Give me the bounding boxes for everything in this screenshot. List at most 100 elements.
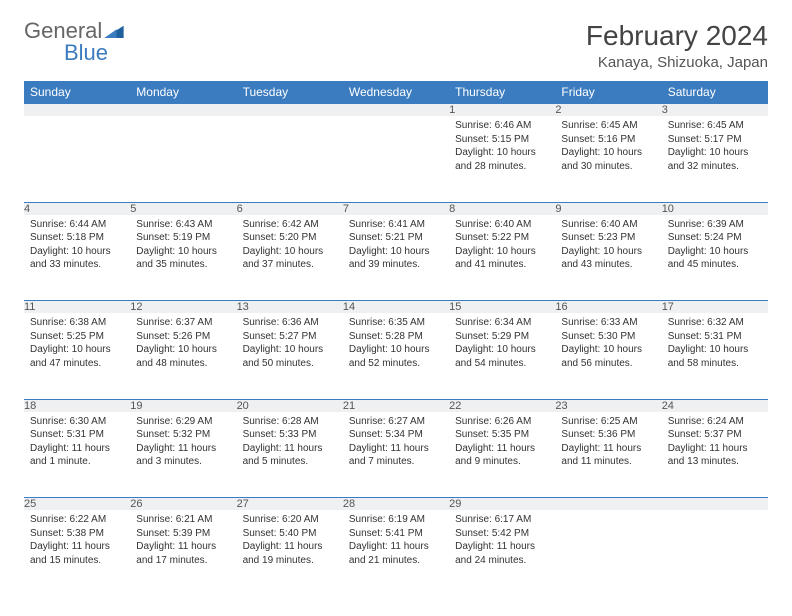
day-cell: Sunrise: 6:29 AMSunset: 5:32 PMDaylight:…	[130, 412, 236, 498]
daylight-line: Daylight: 10 hours and 54 minutes.	[455, 343, 549, 370]
day-number-cell	[237, 104, 343, 117]
sunrise-line: Sunrise: 6:39 AM	[668, 218, 762, 232]
day-content: Sunrise: 6:44 AMSunset: 5:18 PMDaylight:…	[24, 215, 130, 276]
day-cell: Sunrise: 6:40 AMSunset: 5:22 PMDaylight:…	[449, 215, 555, 301]
daylight-line: Daylight: 10 hours and 32 minutes.	[668, 146, 762, 173]
day-number-cell	[343, 104, 449, 117]
sunrise-line: Sunrise: 6:42 AM	[243, 218, 337, 232]
sunset-line: Sunset: 5:40 PM	[243, 527, 337, 541]
location-label: Kanaya, Shizuoka, Japan	[586, 54, 768, 71]
sunset-line: Sunset: 5:20 PM	[243, 231, 337, 245]
calendar-head: SundayMondayTuesdayWednesdayThursdayFrid…	[24, 81, 768, 104]
sunset-line: Sunset: 5:15 PM	[455, 133, 549, 147]
weekday-header: Sunday	[24, 81, 130, 104]
sunset-line: Sunset: 5:19 PM	[136, 231, 230, 245]
daylight-line: Daylight: 11 hours and 9 minutes.	[455, 442, 549, 469]
title-block: February 2024 Kanaya, Shizuoka, Japan	[586, 20, 768, 71]
sunset-line: Sunset: 5:18 PM	[30, 231, 124, 245]
day-cell: Sunrise: 6:30 AMSunset: 5:31 PMDaylight:…	[24, 412, 130, 498]
sunset-line: Sunset: 5:38 PM	[30, 527, 124, 541]
daylight-line: Daylight: 10 hours and 48 minutes.	[136, 343, 230, 370]
day-cell: Sunrise: 6:32 AMSunset: 5:31 PMDaylight:…	[662, 313, 768, 399]
daylight-line: Daylight: 10 hours and 56 minutes.	[561, 343, 655, 370]
day-number-cell: 23	[555, 399, 661, 412]
day-number-cell: 29	[449, 498, 555, 511]
daylight-line: Daylight: 11 hours and 7 minutes.	[349, 442, 443, 469]
daylight-line: Daylight: 11 hours and 13 minutes.	[668, 442, 762, 469]
daylight-line: Daylight: 11 hours and 1 minute.	[30, 442, 124, 469]
day-number-cell: 1	[449, 104, 555, 117]
week-row: Sunrise: 6:22 AMSunset: 5:38 PMDaylight:…	[24, 510, 768, 596]
sunrise-line: Sunrise: 6:40 AM	[455, 218, 549, 232]
daylight-line: Daylight: 10 hours and 45 minutes.	[668, 245, 762, 272]
day-content: Sunrise: 6:36 AMSunset: 5:27 PMDaylight:…	[237, 313, 343, 374]
day-number-cell: 16	[555, 301, 661, 314]
day-number-cell: 6	[237, 202, 343, 215]
sunset-line: Sunset: 5:24 PM	[668, 231, 762, 245]
day-number-cell: 8	[449, 202, 555, 215]
daylight-line: Daylight: 10 hours and 52 minutes.	[349, 343, 443, 370]
day-cell: Sunrise: 6:46 AMSunset: 5:15 PMDaylight:…	[449, 116, 555, 202]
sunset-line: Sunset: 5:29 PM	[455, 330, 549, 344]
sunrise-line: Sunrise: 6:36 AM	[243, 316, 337, 330]
daynum-row: 11121314151617	[24, 301, 768, 314]
day-cell: Sunrise: 6:35 AMSunset: 5:28 PMDaylight:…	[343, 313, 449, 399]
day-content: Sunrise: 6:40 AMSunset: 5:22 PMDaylight:…	[449, 215, 555, 276]
day-number-cell: 3	[662, 104, 768, 117]
sunset-line: Sunset: 5:30 PM	[561, 330, 655, 344]
sunrise-line: Sunrise: 6:41 AM	[349, 218, 443, 232]
daylight-line: Daylight: 10 hours and 37 minutes.	[243, 245, 337, 272]
day-content: Sunrise: 6:45 AMSunset: 5:16 PMDaylight:…	[555, 116, 661, 177]
day-cell: Sunrise: 6:36 AMSunset: 5:27 PMDaylight:…	[237, 313, 343, 399]
day-number-cell: 26	[130, 498, 236, 511]
daylight-line: Daylight: 10 hours and 41 minutes.	[455, 245, 549, 272]
week-row: Sunrise: 6:38 AMSunset: 5:25 PMDaylight:…	[24, 313, 768, 399]
sunrise-line: Sunrise: 6:24 AM	[668, 415, 762, 429]
weekday-header: Saturday	[662, 81, 768, 104]
day-content: Sunrise: 6:32 AMSunset: 5:31 PMDaylight:…	[662, 313, 768, 374]
day-number-cell: 5	[130, 202, 236, 215]
day-cell: Sunrise: 6:27 AMSunset: 5:34 PMDaylight:…	[343, 412, 449, 498]
day-content: Sunrise: 6:27 AMSunset: 5:34 PMDaylight:…	[343, 412, 449, 473]
day-cell: Sunrise: 6:21 AMSunset: 5:39 PMDaylight:…	[130, 510, 236, 596]
week-row: Sunrise: 6:46 AMSunset: 5:15 PMDaylight:…	[24, 116, 768, 202]
sunrise-line: Sunrise: 6:20 AM	[243, 513, 337, 527]
day-number-cell: 15	[449, 301, 555, 314]
daylight-line: Daylight: 10 hours and 33 minutes.	[30, 245, 124, 272]
day-content: Sunrise: 6:21 AMSunset: 5:39 PMDaylight:…	[130, 510, 236, 571]
day-content: Sunrise: 6:24 AMSunset: 5:37 PMDaylight:…	[662, 412, 768, 473]
daylight-line: Daylight: 11 hours and 15 minutes.	[30, 540, 124, 567]
daylight-line: Daylight: 10 hours and 50 minutes.	[243, 343, 337, 370]
sunrise-line: Sunrise: 6:22 AM	[30, 513, 124, 527]
sunset-line: Sunset: 5:21 PM	[349, 231, 443, 245]
sunset-line: Sunset: 5:37 PM	[668, 428, 762, 442]
sunrise-line: Sunrise: 6:32 AM	[668, 316, 762, 330]
day-content: Sunrise: 6:34 AMSunset: 5:29 PMDaylight:…	[449, 313, 555, 374]
day-number-cell: 7	[343, 202, 449, 215]
daylight-line: Daylight: 11 hours and 19 minutes.	[243, 540, 337, 567]
day-cell: Sunrise: 6:33 AMSunset: 5:30 PMDaylight:…	[555, 313, 661, 399]
daylight-line: Daylight: 11 hours and 3 minutes.	[136, 442, 230, 469]
daylight-line: Daylight: 11 hours and 17 minutes.	[136, 540, 230, 567]
day-cell: Sunrise: 6:38 AMSunset: 5:25 PMDaylight:…	[24, 313, 130, 399]
day-number-cell: 28	[343, 498, 449, 511]
day-number-cell: 12	[130, 301, 236, 314]
daynum-row: 2526272829	[24, 498, 768, 511]
day-number-cell	[662, 498, 768, 511]
sunset-line: Sunset: 5:32 PM	[136, 428, 230, 442]
daylight-line: Daylight: 10 hours and 35 minutes.	[136, 245, 230, 272]
sunset-line: Sunset: 5:31 PM	[668, 330, 762, 344]
day-cell: Sunrise: 6:40 AMSunset: 5:23 PMDaylight:…	[555, 215, 661, 301]
sunrise-line: Sunrise: 6:25 AM	[561, 415, 655, 429]
day-number-cell	[130, 104, 236, 117]
day-content: Sunrise: 6:45 AMSunset: 5:17 PMDaylight:…	[662, 116, 768, 177]
sunset-line: Sunset: 5:17 PM	[668, 133, 762, 147]
day-content: Sunrise: 6:26 AMSunset: 5:35 PMDaylight:…	[449, 412, 555, 473]
weekday-header: Thursday	[449, 81, 555, 104]
sunset-line: Sunset: 5:36 PM	[561, 428, 655, 442]
day-number-cell	[555, 498, 661, 511]
day-cell: Sunrise: 6:41 AMSunset: 5:21 PMDaylight:…	[343, 215, 449, 301]
day-cell	[343, 116, 449, 202]
day-content: Sunrise: 6:29 AMSunset: 5:32 PMDaylight:…	[130, 412, 236, 473]
day-number-cell: 24	[662, 399, 768, 412]
